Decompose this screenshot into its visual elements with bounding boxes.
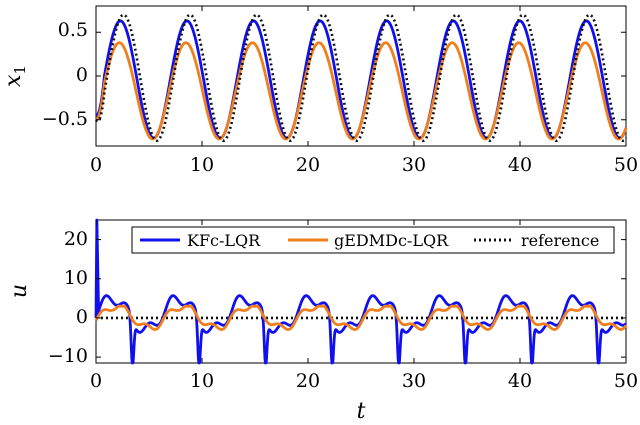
top-xtick-label: 20: [296, 154, 320, 176]
top-xtick-label: 10: [190, 154, 214, 176]
series-line-reference: [94, 13, 628, 143]
top-ticks-group: [95, 6, 627, 146]
legend: KFc-LQR gEDMDc-LQR reference: [131, 226, 615, 254]
legend-box: [131, 226, 615, 254]
top-ytick-label: 0.5: [58, 19, 88, 41]
bottom-ticks-group: [95, 220, 627, 363]
svg-text:x1: x1: [1, 65, 29, 87]
top-ytick-label: −0.5: [42, 108, 88, 130]
top-series-group: [94, 13, 628, 143]
bottom-xtick-label: 20: [296, 370, 320, 392]
top-xtick-label: 40: [508, 154, 532, 176]
top-xtick-label: 30: [402, 154, 426, 176]
series-line-gedmdc-lqr: [95, 41, 628, 141]
bottom-xtick-label: 0: [90, 370, 102, 392]
bottom-xtick-label: 50: [614, 370, 638, 392]
bottom-xtick-label: 30: [402, 370, 426, 392]
top-ytick-label: 0: [76, 64, 88, 86]
bottom-ytick-label: 0: [76, 306, 88, 328]
top-xtick-label: 50: [614, 154, 638, 176]
bottom-ytick-label: 20: [64, 228, 88, 250]
top-xtick-label: 0: [90, 154, 102, 176]
legend-label-gedmdc: gEDMDc-LQR: [334, 231, 449, 250]
bottom-chart: 20 10 0 −10 0 10 20 30 40 50 u t KFc-LQR…: [7, 218, 638, 424]
bottom-xtick-label: 10: [190, 370, 214, 392]
bottom-ylabel: u: [7, 284, 32, 298]
bottom-ytick-label: −10: [48, 345, 88, 367]
bottom-series-group: [94, 218, 628, 365]
legend-label-kfc: KFc-LQR: [187, 231, 261, 250]
bottom-ytick-label: 10: [64, 267, 88, 289]
top-chart: 0.5 0 −0.5 0 10 20 30 40 50 x1: [1, 5, 638, 176]
bottom-xtick-label: 40: [508, 370, 532, 392]
bottom-xlabel: t: [357, 399, 366, 424]
series-line-gedmdc-lqr-u: [94, 304, 628, 331]
top-ylabel: x1: [1, 65, 29, 87]
legend-label-reference: reference: [521, 231, 599, 250]
